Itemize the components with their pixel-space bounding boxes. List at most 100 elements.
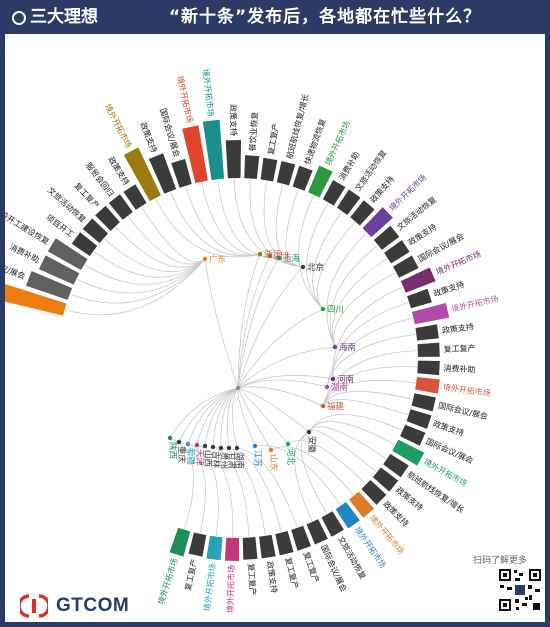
- province-link: [187, 387, 239, 445]
- province-node: [234, 445, 240, 451]
- leader-line: [285, 189, 304, 268]
- leader-line: [308, 426, 387, 459]
- segment-label: 政策支持: [406, 221, 438, 247]
- leader-line: [77, 258, 206, 294]
- province-label: 浙江: [264, 249, 282, 260]
- province-node: [257, 251, 263, 257]
- segment-label: 政策支持: [432, 279, 466, 298]
- segment-label: 复工复产: [283, 556, 300, 589]
- segment-label: 复工复产: [183, 558, 200, 591]
- segment-label: 复工复产: [246, 563, 258, 596]
- leader-line: [155, 198, 261, 258]
- leader-line: [329, 245, 378, 348]
- leader-line: [93, 251, 206, 278]
- qr-code-icon[interactable]: [497, 567, 543, 613]
- segment-label: 境外开拓市场: [201, 68, 216, 117]
- header-bar: 三大理想 “新十条”发布后，各地都在忙些什么？: [0, 0, 550, 34]
- province-node: [300, 264, 306, 270]
- root-node: [236, 386, 240, 390]
- leader-line: [333, 272, 396, 348]
- ring-segment: [5, 283, 67, 316]
- province-node: [167, 435, 173, 441]
- ring-segment: [417, 342, 440, 357]
- leader-line: [322, 380, 416, 407]
- leader-line: [322, 366, 417, 407]
- ring-segment: [400, 267, 436, 293]
- segment-label: 快递物流恢复: [302, 117, 328, 166]
- leader-line: [127, 216, 206, 265]
- province-node: [185, 441, 191, 447]
- leader-line: [332, 286, 403, 380]
- leader-line: [185, 186, 261, 256]
- province-node: [210, 444, 216, 450]
- province-link: [169, 387, 239, 439]
- ring-segment: [372, 467, 399, 492]
- leader-line: [322, 350, 417, 407]
- province-node: [285, 441, 291, 447]
- ring-segment: [412, 302, 450, 325]
- province-labels: 广东 浙江湖北上海北京四川海南河南湖南福建安徽河北山东江苏湖南甘肃贵州吉林山西天津…: [167, 249, 356, 471]
- province-label: 海南: [339, 342, 356, 353]
- province-node: [252, 443, 258, 449]
- segment-label: 政策支持: [368, 174, 396, 205]
- province-link: [237, 308, 324, 389]
- leader-line: [331, 258, 388, 348]
- province-label: 安徽: [306, 436, 317, 454]
- gtcom-logo: GTCOM: [20, 592, 129, 620]
- segment-label: 消费补助: [337, 150, 362, 183]
- province-link: [237, 379, 328, 389]
- province-link: [220, 387, 239, 449]
- segment-label: 复工复产: [72, 180, 101, 210]
- ring-segment: [407, 288, 432, 309]
- segment-labels: 境外开拓市场国际会议/展会消费补助基础设施建设开工建设恢复项目开工文旅活动恢复复…: [5, 68, 499, 613]
- segment-label: 境外开拓市场: [442, 382, 491, 399]
- segment-label: 境外开拓市场: [434, 249, 482, 277]
- ring-segment: [361, 479, 387, 505]
- ring-segment: [202, 119, 225, 180]
- ring-segment: [123, 147, 161, 202]
- ring-segment: [206, 535, 223, 561]
- province-node: [226, 445, 232, 451]
- ring-segment: [38, 255, 80, 285]
- leader-line: [326, 317, 413, 388]
- province-label: 重庆: [176, 446, 187, 464]
- leader-line: [84, 258, 206, 285]
- province-link: [237, 387, 272, 451]
- segment-label: 项目开工: [44, 213, 75, 239]
- segment-label: 餐饮业恢复: [247, 111, 260, 152]
- province-label: 上海: [283, 253, 301, 264]
- leader-line: [322, 391, 413, 407]
- province-label: 湖北: [274, 252, 292, 262]
- ring-segment: [308, 165, 333, 198]
- leader-line: [70, 258, 206, 304]
- leader-line: [201, 182, 271, 257]
- province-node: [320, 306, 326, 312]
- province-node: [306, 429, 312, 435]
- leader-line: [187, 443, 219, 536]
- leader-line: [298, 195, 324, 310]
- segment-label: 境外开拓市场: [175, 75, 195, 124]
- leader-line: [178, 441, 206, 534]
- province-node: [267, 253, 273, 259]
- ring-segment: [384, 240, 410, 264]
- province-label: 河南: [337, 374, 354, 385]
- ring-segment: [322, 180, 346, 206]
- province-link: [178, 387, 239, 443]
- ring-segment: [321, 511, 344, 537]
- leader-line: [220, 447, 266, 535]
- ring-segment: [400, 424, 426, 446]
- ring-segment: [276, 160, 296, 186]
- ring-segment: [306, 519, 328, 545]
- province-node: [202, 256, 208, 262]
- segment-label: 境外开拓市场: [202, 563, 218, 612]
- segment-label: 国际会议/展会: [437, 400, 489, 421]
- province-link: [227, 387, 239, 449]
- segment-label: 政策支持: [138, 121, 159, 154]
- segment-label: 政策支持: [228, 104, 239, 136]
- segment-label: 消费补助: [443, 363, 475, 375]
- ring-segment: [82, 218, 108, 243]
- leader-line: [254, 444, 341, 506]
- province-link: [237, 387, 289, 445]
- province-label: 湖南: [331, 382, 348, 393]
